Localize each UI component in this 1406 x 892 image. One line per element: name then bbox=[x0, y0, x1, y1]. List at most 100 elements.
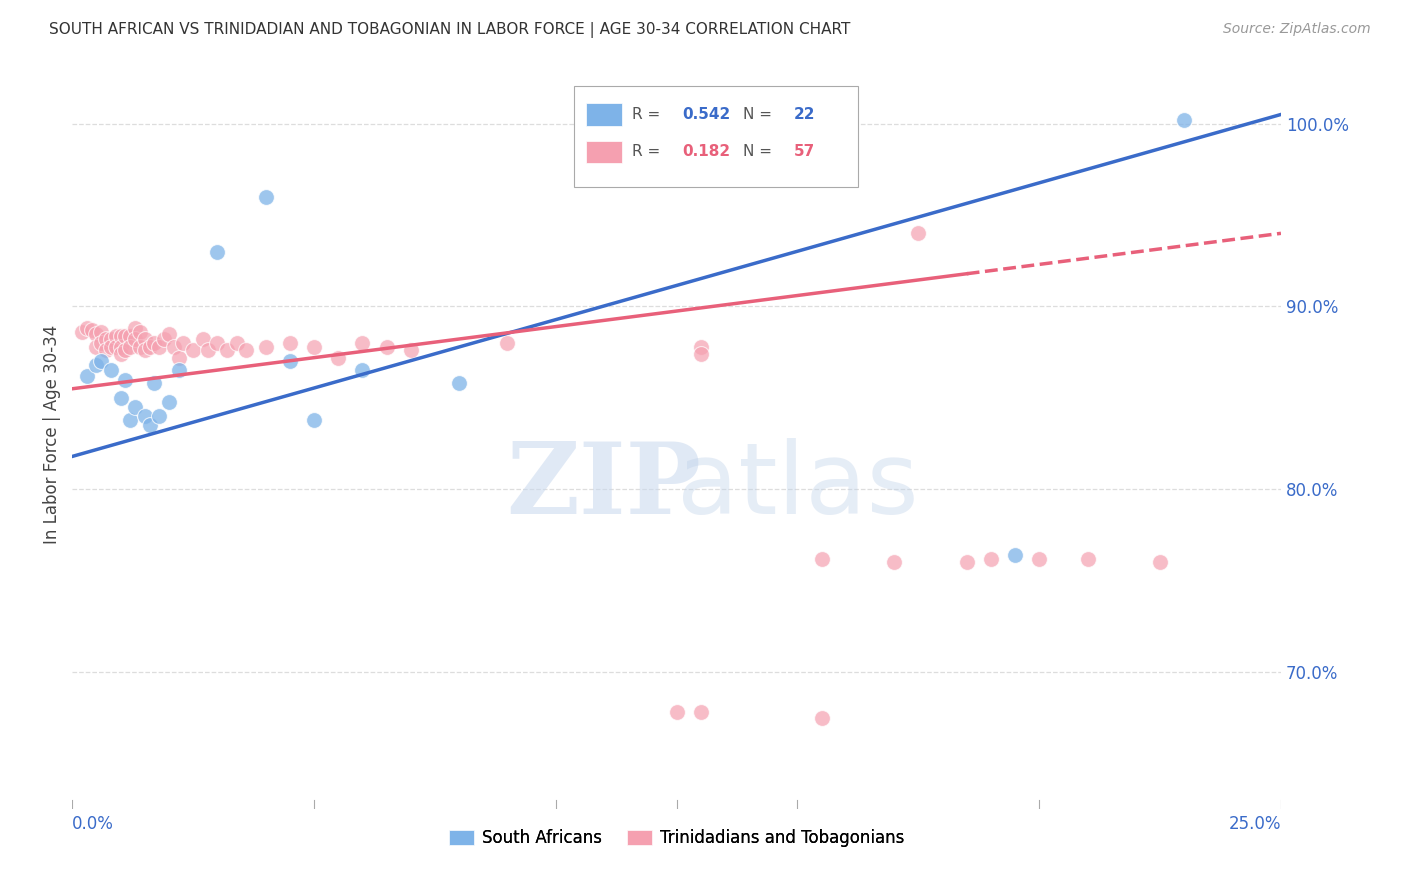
Point bbox=[352, 336, 374, 351]
Point bbox=[1149, 556, 1171, 570]
Point bbox=[100, 340, 122, 354]
Point bbox=[1028, 552, 1050, 566]
Point bbox=[810, 552, 832, 566]
Point bbox=[90, 354, 112, 368]
Point bbox=[254, 190, 277, 204]
Point bbox=[134, 332, 156, 346]
Point bbox=[114, 328, 136, 343]
Y-axis label: In Labor Force | Age 30-34: In Labor Force | Age 30-34 bbox=[44, 325, 60, 544]
Point bbox=[665, 706, 688, 720]
Text: N =: N = bbox=[744, 107, 772, 122]
Point bbox=[100, 332, 122, 346]
Text: SOUTH AFRICAN VS TRINIDADIAN AND TOBAGONIAN IN LABOR FORCE | AGE 30-34 CORRELATI: SOUTH AFRICAN VS TRINIDADIAN AND TOBAGON… bbox=[49, 22, 851, 38]
Point bbox=[153, 332, 176, 346]
Point bbox=[207, 336, 229, 351]
Point bbox=[138, 340, 160, 354]
Point bbox=[90, 336, 112, 351]
Text: atlas: atlas bbox=[676, 439, 918, 535]
Point bbox=[883, 556, 905, 570]
Text: 25.0%: 25.0% bbox=[1229, 815, 1281, 833]
Point bbox=[124, 332, 146, 346]
Point bbox=[134, 409, 156, 424]
Text: R =: R = bbox=[631, 107, 661, 122]
Point bbox=[157, 394, 180, 409]
Point bbox=[143, 336, 166, 351]
Point bbox=[114, 343, 136, 358]
Point bbox=[689, 347, 711, 361]
Point bbox=[86, 326, 108, 341]
Point bbox=[302, 340, 325, 354]
Point bbox=[134, 343, 156, 358]
Text: ZIP: ZIP bbox=[506, 439, 702, 535]
Point bbox=[1004, 548, 1026, 562]
Point bbox=[124, 400, 146, 414]
Point bbox=[225, 336, 247, 351]
Point bbox=[104, 328, 127, 343]
FancyBboxPatch shape bbox=[586, 141, 623, 163]
Point bbox=[120, 413, 142, 427]
Point bbox=[110, 391, 132, 405]
Point bbox=[352, 363, 374, 377]
Point bbox=[254, 340, 277, 354]
Point bbox=[129, 325, 152, 339]
Point bbox=[278, 354, 301, 368]
Point bbox=[104, 340, 127, 354]
Point bbox=[328, 351, 350, 365]
Point bbox=[86, 358, 108, 372]
Point bbox=[124, 321, 146, 335]
Point bbox=[1173, 112, 1195, 127]
Text: Source: ZipAtlas.com: Source: ZipAtlas.com bbox=[1223, 22, 1371, 37]
Text: 57: 57 bbox=[794, 145, 815, 160]
Point bbox=[375, 340, 398, 354]
Point bbox=[191, 332, 214, 346]
Point bbox=[90, 325, 112, 339]
Point bbox=[907, 227, 929, 241]
Text: 0.182: 0.182 bbox=[683, 145, 731, 160]
Legend: South Africans, Trinidadians and Tobagonians: South Africans, Trinidadians and Tobagon… bbox=[441, 822, 911, 854]
Point bbox=[447, 376, 470, 391]
Point bbox=[181, 343, 204, 358]
Point bbox=[114, 373, 136, 387]
Text: R =: R = bbox=[631, 145, 661, 160]
Point bbox=[207, 244, 229, 259]
Point bbox=[1077, 552, 1099, 566]
Point bbox=[80, 323, 103, 337]
Point bbox=[110, 347, 132, 361]
Point bbox=[278, 336, 301, 351]
Point bbox=[94, 332, 117, 346]
Point bbox=[120, 340, 142, 354]
Point bbox=[689, 706, 711, 720]
Point bbox=[980, 552, 1002, 566]
Text: 22: 22 bbox=[794, 107, 815, 122]
Point bbox=[148, 409, 170, 424]
Point bbox=[143, 376, 166, 391]
Point bbox=[163, 340, 186, 354]
Point bbox=[810, 711, 832, 725]
Point bbox=[138, 418, 160, 433]
Text: 0.542: 0.542 bbox=[683, 107, 731, 122]
FancyBboxPatch shape bbox=[574, 86, 858, 187]
Point bbox=[157, 326, 180, 341]
Point bbox=[120, 328, 142, 343]
Point bbox=[167, 351, 190, 365]
Point bbox=[197, 343, 219, 358]
Point bbox=[302, 413, 325, 427]
Point bbox=[167, 363, 190, 377]
Point bbox=[215, 343, 238, 358]
Point bbox=[148, 340, 170, 354]
Point bbox=[496, 336, 519, 351]
Point bbox=[399, 343, 422, 358]
Point bbox=[689, 340, 711, 354]
Point bbox=[76, 368, 98, 383]
Point bbox=[110, 328, 132, 343]
Point bbox=[86, 340, 108, 354]
Point bbox=[76, 321, 98, 335]
Point bbox=[110, 340, 132, 354]
Point bbox=[172, 336, 194, 351]
Point bbox=[956, 556, 979, 570]
FancyBboxPatch shape bbox=[586, 103, 623, 126]
Point bbox=[235, 343, 257, 358]
Text: N =: N = bbox=[744, 145, 772, 160]
Point bbox=[129, 340, 152, 354]
Point bbox=[100, 363, 122, 377]
